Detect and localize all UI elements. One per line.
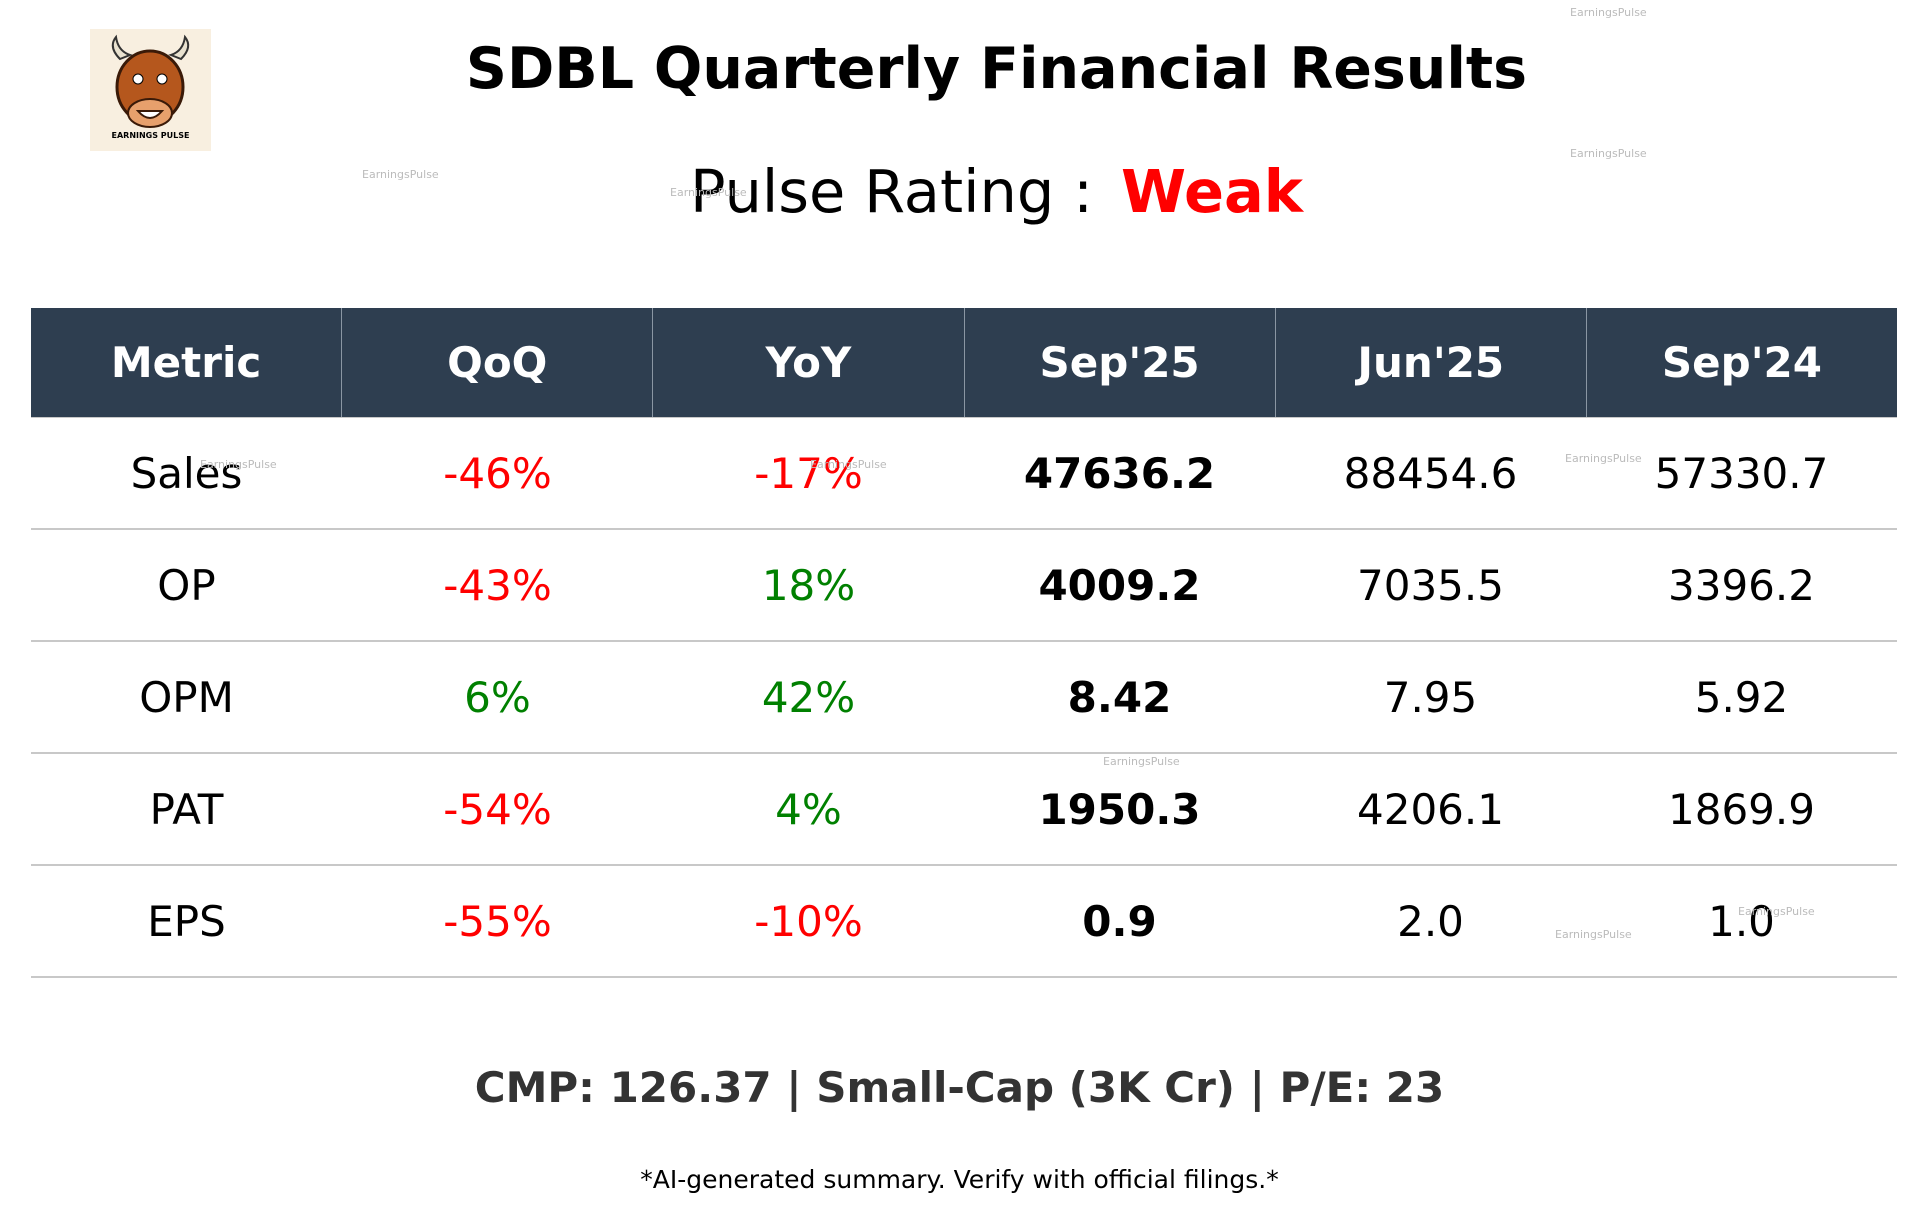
value-cell: 0.9 [1082, 896, 1157, 946]
logo-text: EARNINGS PULSE [111, 131, 190, 140]
value-cell: 1869.9 [1668, 784, 1815, 834]
metric-name: OPM [139, 672, 234, 722]
value-cell: 8.42 [1067, 672, 1172, 722]
watermark: EarningsPulse [1738, 905, 1815, 918]
change-cell: -43% [443, 560, 552, 610]
value-cell: 7.95 [1383, 672, 1478, 722]
column-header: Sep'25 [963, 308, 1275, 417]
rating-value: Weak [1120, 157, 1304, 226]
value-cell: 5.92 [1694, 672, 1789, 722]
watermark: EarningsPulse [1103, 755, 1180, 768]
value-cell: 57330.7 [1654, 448, 1829, 498]
watermark: EarningsPulse [1570, 6, 1647, 19]
metric-name: EPS [147, 896, 226, 946]
watermark: EarningsPulse [1565, 452, 1642, 465]
column-header: QoQ [341, 308, 652, 417]
metric-name: Sales [130, 448, 243, 498]
title: SDBL Quarterly Financial Results [465, 36, 1528, 102]
table-row: Sales -46% -17% 47636.2 88454.6 57330.7 [31, 418, 1897, 530]
change-cell: 6% [464, 672, 531, 722]
change-cell: -46% [443, 448, 552, 498]
change-cell: -17% [754, 448, 863, 498]
watermark: EarningsPulse [362, 168, 439, 181]
table-row: OPM 6% 42% 8.42 7.95 5.92 [31, 642, 1897, 754]
watermark: EarningsPulse [1555, 928, 1632, 941]
change-cell: 4% [775, 784, 842, 834]
metric-name: OP [157, 560, 216, 610]
value-cell: 1950.3 [1038, 784, 1201, 834]
watermark: EarningsPulse [200, 458, 277, 471]
value-cell: 3396.2 [1668, 560, 1815, 610]
table-row: PAT -54% 4% 1950.3 4206.1 1869.9 [31, 754, 1897, 866]
value-cell: 47636.2 [1023, 448, 1216, 498]
value-cell: 2.0 [1397, 896, 1464, 946]
watermark: EarningsPulse [1570, 147, 1647, 160]
header-row: Metric QoQ YoY Sep'25 Jun'25 Sep'24 [31, 308, 1897, 418]
disclaimer: *AI-generated summary. Verify with offic… [640, 1165, 1279, 1194]
change-cell: -55% [443, 896, 552, 946]
rating-label: Pulse Rating : [689, 157, 1093, 226]
rating: Pulse Rating : Weak [0, 157, 1919, 226]
metric-name: PAT [149, 784, 224, 834]
change-cell: 42% [761, 672, 856, 722]
value-cell: 88454.6 [1343, 448, 1518, 498]
column-header: Sep'24 [1585, 308, 1897, 417]
change-cell: 18% [761, 560, 856, 610]
logo: EARNINGS PULSE [90, 29, 211, 151]
column-header: YoY [652, 308, 963, 417]
results-table: Metric QoQ YoY Sep'25 Jun'25 Sep'24 Sales -46% -… [31, 308, 1897, 978]
value-cell: 7035.5 [1357, 560, 1504, 610]
value-cell: 4206.1 [1357, 784, 1504, 834]
column-header: Metric [110, 338, 262, 387]
table-row: EPS -55% -10% 0.9 2.0 1.0 [31, 866, 1897, 978]
column-header: Jun'25 [1274, 308, 1586, 417]
value-cell: 4009.2 [1038, 560, 1201, 610]
watermark: EarningsPulse [810, 458, 887, 471]
table-row: OP -43% 18% 4009.2 7035.5 3396.2 [31, 530, 1897, 642]
watermark: EarningsPulse [670, 186, 747, 199]
logo-graphic [111, 34, 190, 128]
value-cell: 1.0 [1708, 896, 1775, 946]
change-cell: -10% [754, 896, 863, 946]
change-cell: -54% [443, 784, 552, 834]
summary: CMP: 126.37 | Small-Cap (3K Cr) | P/E: 2… [474, 1063, 1445, 1112]
